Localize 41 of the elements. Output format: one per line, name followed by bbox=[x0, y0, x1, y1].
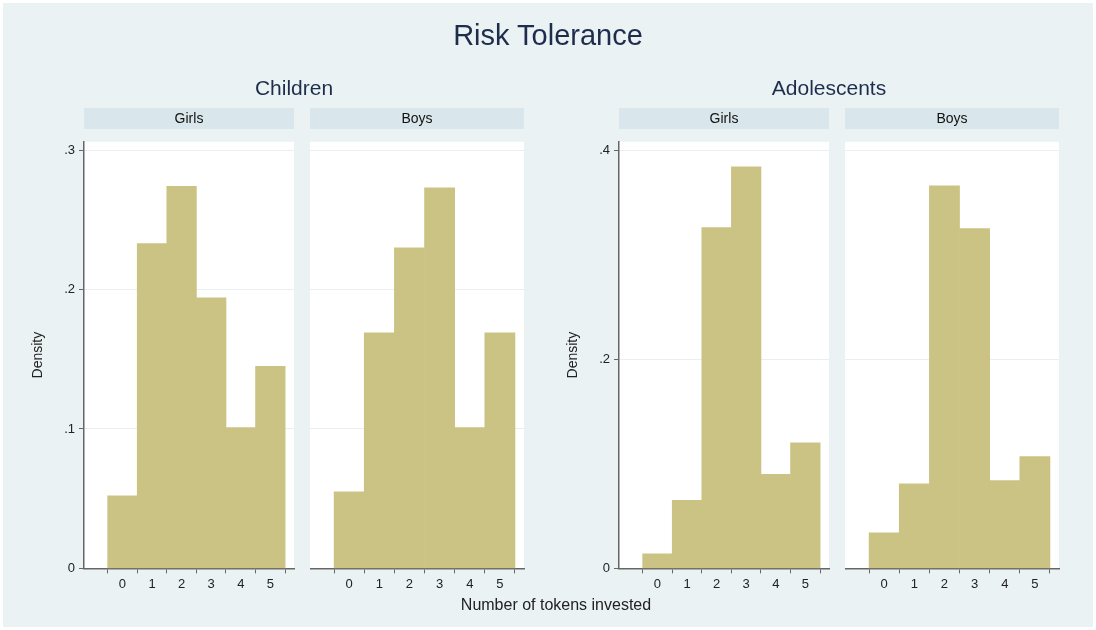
x-tick-label: 5 bbox=[266, 575, 274, 591]
chart-subtitle: Adolescents bbox=[770, 76, 888, 100]
chart-title: Boys bbox=[310, 108, 524, 129]
y-tick-label: .3 bbox=[64, 141, 75, 157]
x-tick-label: 0 bbox=[880, 575, 888, 591]
y-tick-label: .1 bbox=[64, 420, 75, 436]
x-axis-title: Number of tokens invested bbox=[459, 596, 653, 614]
x-tick-label: 5 bbox=[496, 575, 504, 591]
x-tick-label: 2 bbox=[405, 575, 414, 591]
chart-title: Girls bbox=[619, 108, 829, 129]
x-tick-label: 2 bbox=[712, 575, 721, 591]
y-tick-label: .2 bbox=[599, 350, 610, 366]
y-tick-label: 0 bbox=[67, 559, 75, 575]
y-axis-title: Density bbox=[29, 331, 46, 379]
x-tick-label: 5 bbox=[1031, 575, 1039, 591]
y-tick-label: 0 bbox=[602, 559, 610, 575]
x-tick-label: 3 bbox=[970, 575, 979, 591]
x-tick-label: 4 bbox=[772, 575, 780, 591]
x-tick-label: 1 bbox=[683, 575, 691, 591]
text: Risk Tolerance bbox=[452, 19, 644, 52]
chart-title: Girls bbox=[84, 108, 294, 129]
x-tick-label: 1 bbox=[910, 575, 918, 591]
x-tick-label: 4 bbox=[1001, 575, 1009, 591]
x-tick-label: 3 bbox=[435, 575, 444, 591]
x-tick-label: 2 bbox=[177, 575, 186, 591]
y-axis-title: Density bbox=[564, 331, 581, 379]
x-tick-label: 0 bbox=[345, 575, 353, 591]
chart-title: Boys bbox=[845, 108, 1059, 129]
y-tick-label: .2 bbox=[64, 281, 75, 297]
x-tick-label: 3 bbox=[742, 575, 750, 591]
x-tick-label: 3 bbox=[207, 575, 215, 591]
x-tick-label: 0 bbox=[653, 575, 662, 591]
x-tick-label: 5 bbox=[801, 575, 809, 591]
y-tick-label: .4 bbox=[599, 141, 610, 157]
chart-subtitle: Children bbox=[253, 76, 335, 100]
x-tick-label: 1 bbox=[375, 575, 383, 591]
x-tick-label: 0 bbox=[118, 575, 127, 591]
x-tick-label: 4 bbox=[237, 575, 245, 591]
x-tick-label: 1 bbox=[148, 575, 156, 591]
x-tick-label: 4 bbox=[466, 575, 474, 591]
x-tick-label: 2 bbox=[940, 575, 949, 591]
